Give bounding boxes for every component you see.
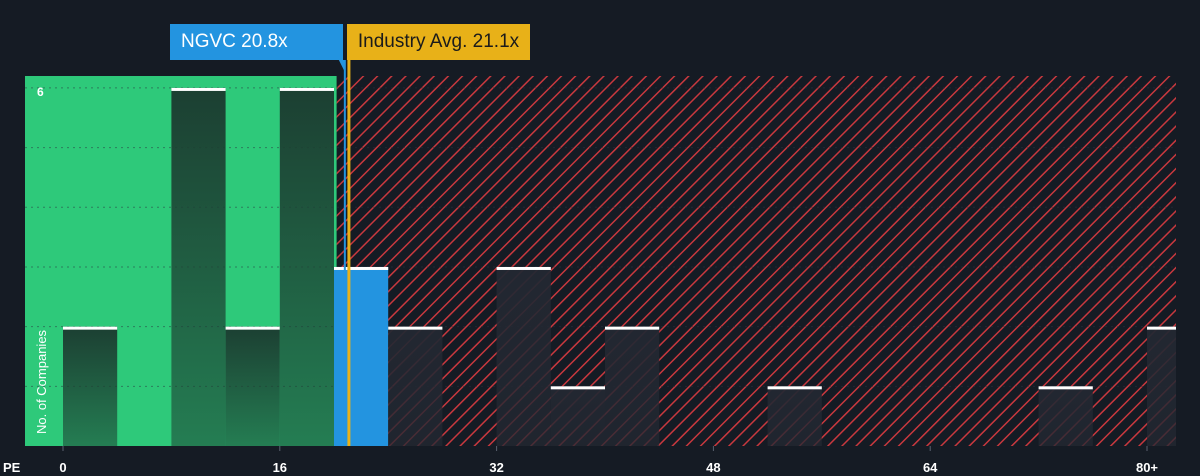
x-tick-label: 32	[489, 460, 503, 475]
company-pointer	[338, 60, 345, 72]
histogram-bar	[279, 87, 334, 446]
histogram-bar	[496, 266, 551, 446]
overvalued-region	[336, 76, 1177, 446]
histogram-bar-top	[605, 326, 660, 330]
histogram-bar	[171, 87, 226, 446]
histogram-bar	[1038, 386, 1093, 446]
histogram-bar-top	[1038, 386, 1093, 390]
x-tick-label: 0	[59, 460, 66, 475]
histogram-bar-top	[279, 87, 334, 91]
x-tick-label: 64	[923, 460, 938, 475]
histogram-bar	[63, 326, 118, 446]
company-pe-label: NGVC 20.8x	[181, 31, 288, 52]
company-pe-callout: NGVC 20.8x	[170, 24, 343, 60]
histogram-bar-top	[225, 326, 280, 330]
x-axis-label: PE	[3, 460, 21, 475]
histogram-bar-top	[1147, 326, 1176, 330]
histogram-bar-top	[334, 266, 389, 270]
histogram-bar-top	[63, 326, 118, 330]
histogram-bar-top	[171, 87, 226, 91]
industry-avg-label: Industry Avg. 21.1x	[357, 31, 520, 52]
x-tick-label: 16	[273, 460, 287, 475]
histogram-bar-top	[550, 386, 605, 390]
histogram-bar	[550, 386, 605, 446]
histogram-bar-top	[496, 266, 551, 270]
histogram-bar	[388, 326, 443, 446]
histogram-bar	[767, 386, 822, 446]
histogram-bar	[1147, 326, 1176, 446]
histogram-bar-top	[767, 386, 822, 390]
x-tick-label: 48	[706, 460, 720, 475]
histogram-bar	[334, 266, 389, 446]
histogram-bar	[225, 326, 280, 446]
histogram-bar	[605, 326, 660, 446]
y-axis-label: No. of Companies	[34, 329, 49, 434]
y-tick-label: 6	[37, 85, 44, 99]
industry-avg-callout: Industry Avg. 21.1x	[346, 24, 531, 60]
x-tick-label: 80+	[1136, 460, 1158, 475]
histogram-bar-top	[388, 326, 443, 330]
